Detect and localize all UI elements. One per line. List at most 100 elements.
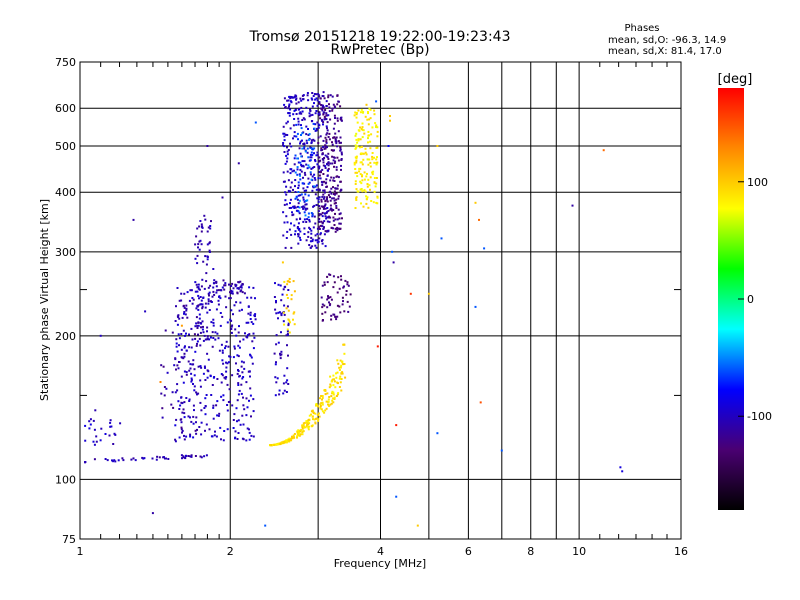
data-point — [334, 117, 336, 119]
data-point — [343, 352, 346, 355]
data-point — [180, 292, 183, 295]
data-point — [292, 434, 295, 437]
data-point — [94, 409, 97, 412]
data-point — [474, 201, 477, 204]
data-point — [283, 221, 286, 224]
data-point — [236, 291, 239, 294]
data-point — [189, 416, 191, 419]
data-point — [231, 292, 234, 295]
data-point — [195, 235, 198, 238]
data-point — [159, 381, 162, 383]
data-point — [304, 203, 307, 206]
data-point — [294, 233, 296, 236]
data-point — [281, 293, 284, 296]
data-point — [339, 366, 342, 369]
data-point — [315, 97, 318, 100]
data-point — [332, 159, 335, 162]
data-points — [84, 91, 624, 527]
data-point — [226, 321, 229, 324]
data-point — [363, 178, 366, 181]
data-point — [297, 233, 300, 236]
data-point — [483, 247, 486, 250]
data-point — [205, 454, 208, 457]
data-point — [251, 362, 254, 365]
data-point — [185, 454, 187, 457]
data-point — [362, 158, 365, 161]
data-point — [306, 142, 309, 145]
data-point — [289, 190, 292, 193]
data-point — [319, 177, 322, 180]
data-point — [361, 175, 363, 178]
data-point — [225, 370, 228, 373]
data-point — [326, 200, 329, 203]
data-point — [196, 290, 199, 293]
data-point — [357, 109, 360, 112]
data-point — [275, 300, 277, 302]
data-point — [196, 327, 199, 329]
data-point — [368, 107, 371, 110]
data-point — [335, 140, 338, 143]
data-point — [333, 202, 336, 205]
data-point — [254, 297, 256, 300]
data-point — [340, 278, 343, 281]
data-point — [199, 344, 202, 347]
data-point — [182, 381, 185, 384]
data-point — [299, 430, 302, 433]
data-point — [285, 203, 288, 206]
data-point — [192, 404, 195, 407]
data-point — [237, 419, 240, 422]
data-point — [376, 156, 378, 159]
data-point — [361, 179, 364, 182]
data-point — [328, 301, 330, 304]
data-point — [326, 229, 329, 232]
data-point — [207, 358, 210, 361]
data-point — [330, 318, 333, 321]
data-point — [229, 291, 231, 294]
data-point — [214, 331, 217, 334]
data-point — [325, 125, 328, 128]
data-point — [312, 95, 315, 97]
data-point — [197, 304, 200, 307]
y-tick-label: 75 — [62, 533, 76, 546]
data-point — [285, 160, 288, 163]
data-point — [185, 371, 188, 374]
data-point — [230, 331, 233, 334]
data-point — [318, 101, 321, 104]
data-point — [290, 298, 293, 301]
data-point — [387, 145, 390, 147]
data-point — [197, 392, 200, 395]
data-point — [309, 153, 312, 156]
data-point — [207, 292, 210, 295]
data-point — [323, 281, 326, 284]
data-point — [314, 421, 317, 424]
data-point — [213, 279, 216, 282]
data-point — [310, 236, 313, 239]
data-point — [141, 456, 144, 459]
data-point — [240, 365, 243, 368]
data-point — [196, 428, 198, 431]
data-point — [289, 127, 292, 130]
data-point — [246, 427, 249, 430]
data-point — [199, 296, 202, 298]
data-point — [307, 128, 309, 130]
data-point — [249, 353, 251, 356]
data-point — [285, 154, 288, 157]
data-point — [207, 300, 210, 303]
data-point — [339, 180, 342, 183]
data-point — [314, 112, 317, 115]
data-point — [340, 158, 343, 160]
data-point — [237, 355, 240, 358]
data-point — [282, 392, 285, 395]
data-point — [285, 193, 288, 196]
data-point — [273, 296, 276, 298]
data-point — [340, 141, 342, 144]
data-point — [286, 120, 289, 123]
data-point — [275, 312, 278, 315]
data-point — [230, 309, 233, 312]
data-point — [221, 351, 224, 354]
data-point — [240, 392, 243, 395]
data-point — [287, 99, 290, 102]
data-point — [190, 378, 193, 381]
data-point — [195, 316, 198, 319]
data-point — [357, 138, 360, 141]
